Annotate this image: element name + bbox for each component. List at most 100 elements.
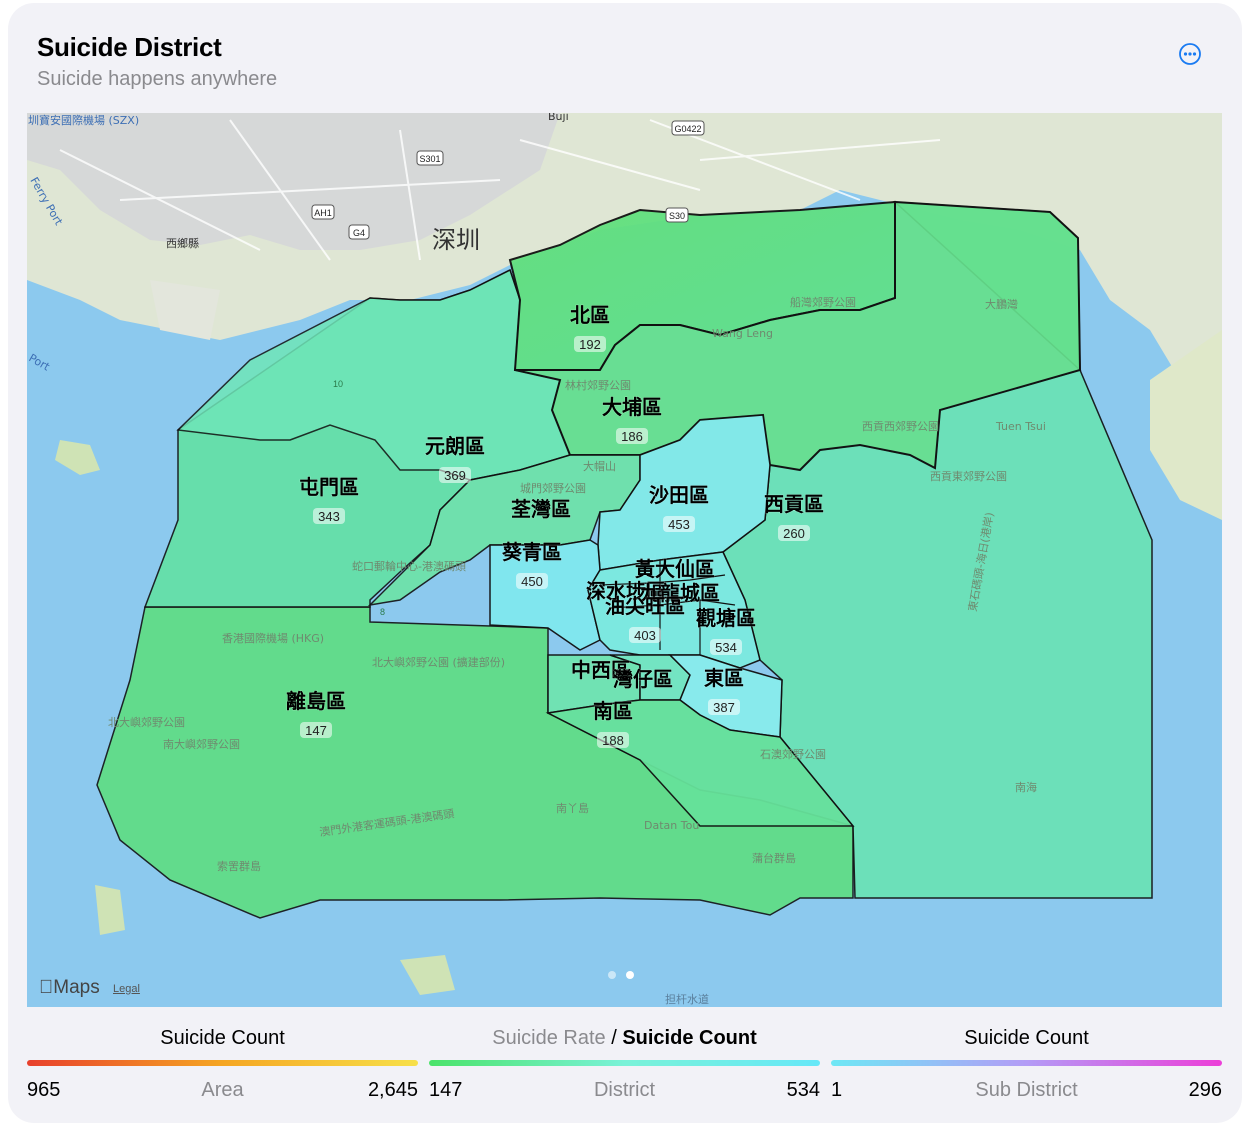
- district-name-label: 北區: [570, 303, 610, 327]
- district-value-badge: [778, 525, 810, 541]
- page-dot-2[interactable]: [626, 971, 634, 979]
- legend-district-title: Suicide Rate / Suicide Count: [492, 1027, 757, 1049]
- page-dot-1[interactable]: [608, 971, 616, 979]
- map-label-big-wave-bay: 大鵬灣: [985, 297, 1018, 311]
- card-subtitle: Suicide happens anywhere: [37, 68, 278, 90]
- district-name-label: 灣仔區: [613, 667, 673, 691]
- map-label-waterway: 担杆水道: [665, 992, 709, 1006]
- district-value-badge: [663, 516, 695, 532]
- district-name-label: 東區: [704, 666, 744, 690]
- legend-area-title: Suicide Count: [160, 1027, 285, 1049]
- district-name-label: 大埔區: [602, 395, 662, 419]
- svg-text:G4: G4: [353, 228, 365, 238]
- map-label-sai-kung-west: 西貢西郊野公園: [862, 420, 939, 433]
- district-value-label: 453: [668, 517, 690, 532]
- card-title: Suicide District: [37, 32, 222, 62]
- svg-text:S301: S301: [419, 154, 440, 164]
- map-label-lantau-north: 北大嶼郊野公園: [108, 715, 185, 729]
- district-value-label: 188: [602, 733, 624, 748]
- map-label-south-sea: 南海: [1015, 780, 1037, 794]
- district-value-badge: [710, 639, 742, 655]
- district-name-label: 深水埗區: [586, 579, 666, 603]
- district-name-label: 離島區: [286, 689, 346, 713]
- legend-district-gradient-bar: [429, 1060, 820, 1066]
- map-label-datan-tou: Datan Tou: [644, 819, 699, 832]
- legend-sub-district-max: 296: [1188, 1079, 1222, 1101]
- district-value-label: 534: [715, 640, 737, 655]
- road-shields: G0422 S301 AH1 G4 S30 10 8: [311, 120, 705, 617]
- district-value-badge: [313, 508, 345, 524]
- map-label-xixiang: 西鄉縣: [166, 237, 199, 250]
- legend-area-min: 965: [27, 1079, 61, 1101]
- district-name-label: 九龍城區: [639, 581, 720, 605]
- district-name-label: 觀塘區: [696, 606, 756, 630]
- legend-sub-district-label: Sub District: [975, 1079, 1078, 1101]
- map-label-lamma: 南丫島: [556, 801, 589, 815]
- district-labels: 北區 192 大埔區 186 元朗區 369 屯門區 343 荃灣區 沙田區 453 西貢區 260 葵青…: [286, 303, 825, 748]
- district-value-label: 260: [783, 526, 805, 541]
- map-label-hkg: 香港國際機場 (HKG): [222, 631, 324, 645]
- legend-district-max: 534: [786, 1079, 820, 1101]
- district-value-badge: [439, 467, 471, 483]
- district-value-label: 450: [521, 574, 543, 589]
- district-value-badge: [629, 627, 661, 643]
- svg-text:S30: S30: [669, 211, 685, 221]
- district-name-label: 黃大仙區: [635, 557, 715, 581]
- map-label-wang-leng: Wang Leng: [712, 327, 773, 340]
- legend-area-label: Area: [201, 1079, 244, 1101]
- legend-sub-district-min: 1: [831, 1079, 843, 1101]
- district-name-label: 元朗區: [425, 434, 485, 458]
- legend-area: Suicide Count 965 Area 2,645: [27, 1025, 418, 1105]
- map-label-shekou-ferry: 蛇口郵輪中心-港澳碼頭: [352, 559, 466, 573]
- map-label-lam-tsuen: 林村郊野公園: [565, 378, 631, 392]
- legend-area-max: 2,645: [367, 1079, 418, 1101]
- district-value-label: 192: [579, 337, 601, 352]
- page-indicator[interactable]: [608, 971, 634, 979]
- legend-district-min: 147: [429, 1079, 463, 1101]
- map-label-shing-mun: 城門郊野公園: [520, 482, 586, 495]
- apple-maps-logo: Maps: [39, 977, 100, 998]
- legend-district: Suicide Rate / Suicide Count 147 Distric…: [429, 1025, 820, 1105]
- map-label-po-toi: 蒲台群島: [752, 851, 796, 865]
- district-value-badge: [300, 722, 332, 738]
- map-label-shek-o: 石澳郊野公園: [760, 748, 826, 761]
- district-value-label: 369: [444, 468, 466, 483]
- district-name-label: 油尖旺區: [605, 594, 685, 618]
- district-name-label: 屯門區: [299, 475, 359, 499]
- district-value-badge: [516, 573, 548, 589]
- district-name-label: 葵青區: [501, 540, 562, 564]
- legend-sub-district-gradient-bar: [831, 1060, 1222, 1066]
- district-value-label: 387: [713, 700, 735, 715]
- map-label-buji: Buji: [548, 113, 569, 123]
- district-name-label: 中西區: [571, 658, 631, 682]
- district-value-badge: [616, 428, 648, 444]
- map-label-lantau-south: 南大嶼郊野公園: [163, 737, 240, 751]
- map-label-lantau-north-ext: 北大嶼郊野公園 (擴建部份): [372, 655, 505, 669]
- district-name-label: 荃灣區: [511, 497, 571, 521]
- district-name-label: 南區: [593, 699, 633, 723]
- ellipsis-circle-icon[interactable]: [1177, 41, 1203, 67]
- district-name-label: 沙田區: [649, 483, 709, 507]
- district-southern[interactable]: [545, 699, 855, 827]
- district-name-label: 西貢區: [764, 492, 824, 516]
- map-label-tuen-tsui: Tuen Tsui: [995, 420, 1046, 433]
- district-value-label: 186: [621, 429, 643, 444]
- svg-text:8: 8: [380, 607, 385, 617]
- legend-district-label: District: [593, 1079, 656, 1101]
- map-label-szx: 圳寶安國際機場 (SZX): [28, 113, 139, 127]
- svg-text:G0422: G0422: [674, 124, 701, 134]
- map-label-soko: 索罟群島: [217, 859, 261, 873]
- legend-area-gradient-bar: [27, 1060, 418, 1066]
- district-value-badge: [597, 732, 629, 748]
- svg-text:AH1: AH1: [314, 208, 332, 218]
- district-value-badge: [574, 336, 606, 352]
- map-label-sai-kung-east: 西貢東郊野公園: [930, 470, 1007, 483]
- district-value-badge: [708, 699, 740, 715]
- district-value-label: 403: [634, 628, 656, 643]
- district-map[interactable]: 圳寶安國際機場 (SZX) Buji 西鄉縣 深圳 Ferry Port Por…: [27, 113, 1222, 1007]
- legend-sub-district-title: Suicide Count: [964, 1027, 1089, 1049]
- district-value-label: 147: [305, 723, 327, 738]
- legend-sub-district: Suicide Count 1 Sub District 296: [831, 1025, 1222, 1105]
- maps-legal-link[interactable]: Legal: [113, 983, 140, 995]
- map-label-shenzhen: 深圳: [432, 226, 480, 254]
